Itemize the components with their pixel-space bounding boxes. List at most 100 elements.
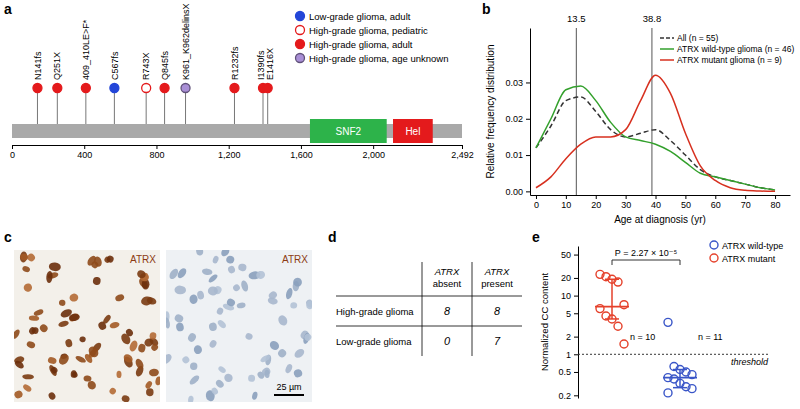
stain-label: ATRX (130, 254, 156, 265)
nucleus (293, 368, 303, 378)
tick-label: 80 (771, 200, 781, 210)
legend: All (n = 55)ATRX wild-type glioma (n = 4… (660, 33, 794, 65)
data-point (664, 389, 672, 397)
tick: 0 (534, 195, 539, 210)
mutation-label: R743X (141, 52, 151, 80)
nucleus (292, 276, 304, 288)
y-axis-title: Relative frequency distribution (485, 45, 496, 179)
nucleus (71, 371, 78, 378)
nucleus (155, 376, 160, 386)
tick: 40 (651, 195, 661, 210)
tick-label: 0.2 (558, 391, 571, 401)
tick: 2 (566, 332, 578, 342)
nucleus (226, 297, 237, 307)
nucleus (208, 322, 217, 331)
tick: 50 (681, 195, 691, 210)
tick-mark (84, 145, 85, 149)
table-cell: 7 (494, 335, 501, 347)
tick-label: 20 (591, 200, 601, 210)
tick-label: 2,492 (451, 150, 474, 160)
nucleus (31, 327, 39, 335)
legend-label: All (n = 55) (677, 33, 719, 43)
nucleus (14, 390, 24, 400)
panel-label: a (4, 1, 12, 17)
nucleus (48, 364, 59, 377)
n-label: n = 11 (698, 332, 723, 342)
tick: 1,200 (218, 145, 241, 160)
threshold-line (578, 354, 770, 355)
panel-e: 0.20.5125102050Normalized CC contentthre… (539, 241, 783, 401)
tick-mark (715, 195, 716, 199)
legend-label: High-grade glioma, pediatric (309, 25, 428, 36)
nucleus (137, 343, 146, 353)
lollipop-head (263, 84, 272, 93)
nucleus (188, 395, 195, 402)
tick-label: 1 (566, 350, 571, 360)
mutation-label: C567fs (110, 51, 120, 80)
tick: 0.5 (558, 367, 578, 377)
tick-mark (574, 296, 578, 297)
mutation-label: K961_K962delinsX (181, 3, 191, 80)
threshold-label: threshold (731, 357, 769, 367)
nucleus (166, 317, 171, 329)
nucleus (236, 302, 246, 309)
header-line: ATRX (434, 266, 460, 277)
tick-mark (526, 155, 530, 156)
lollipop-stem (146, 92, 147, 124)
nucleus (86, 254, 98, 267)
tick-mark (536, 195, 537, 199)
stain-label: ATRX (282, 254, 308, 265)
tick-mark (526, 191, 530, 192)
tick-mark (574, 337, 578, 338)
nucleus (106, 255, 115, 264)
nucleus (114, 293, 125, 302)
tick-label: 50 (561, 250, 571, 260)
nucleus (267, 297, 278, 306)
tick-mark (574, 255, 578, 256)
nucleus (210, 386, 219, 395)
tick: 2,000 (362, 145, 385, 160)
reference-line (651, 28, 652, 195)
nucleus (50, 366, 59, 375)
nucleus (26, 340, 36, 349)
legend-label: ATRX wild-type glioma (n = 46) (677, 44, 794, 54)
legend-label: ATRX mutant (722, 254, 776, 264)
tick-label: 800 (149, 150, 164, 160)
lollipop-stem (185, 92, 186, 124)
nucleus (259, 353, 271, 363)
lollipop-head (81, 84, 90, 93)
legend-swatch (296, 54, 305, 63)
tick: 0 (10, 145, 15, 160)
tick-mark (574, 313, 578, 314)
nucleus (22, 265, 31, 273)
x-axis-title: Age at diagnosis (yr) (614, 214, 706, 225)
nucleus (303, 332, 312, 342)
nucleus (225, 255, 235, 265)
nucleus (128, 339, 139, 352)
tick-label: 0.02 (505, 114, 523, 124)
nucleus (134, 358, 145, 371)
tick-mark (526, 82, 530, 83)
tick-mark (301, 145, 302, 149)
table-rule (422, 262, 423, 356)
tick-mark (462, 145, 463, 149)
tick-label: 60 (711, 200, 721, 210)
tick-mark (596, 195, 597, 199)
y-axis-title: Normalized CC content (539, 273, 550, 372)
nucleus (64, 338, 73, 348)
protein-domain (310, 119, 387, 143)
nucleus (125, 328, 135, 338)
panel-label: c (4, 229, 12, 245)
tick-mark (373, 145, 374, 149)
tick-mark (229, 145, 230, 149)
tick: 10 (561, 291, 578, 301)
legend-swatch (660, 48, 674, 50)
nucleus (232, 283, 241, 292)
tick-mark (574, 372, 578, 373)
nucleus (217, 365, 227, 374)
x-axis-line (531, 195, 791, 196)
nucleus (136, 269, 148, 280)
nucleus (14, 359, 25, 370)
y-axis-line (530, 29, 531, 196)
n-label: n = 10 (630, 332, 655, 342)
